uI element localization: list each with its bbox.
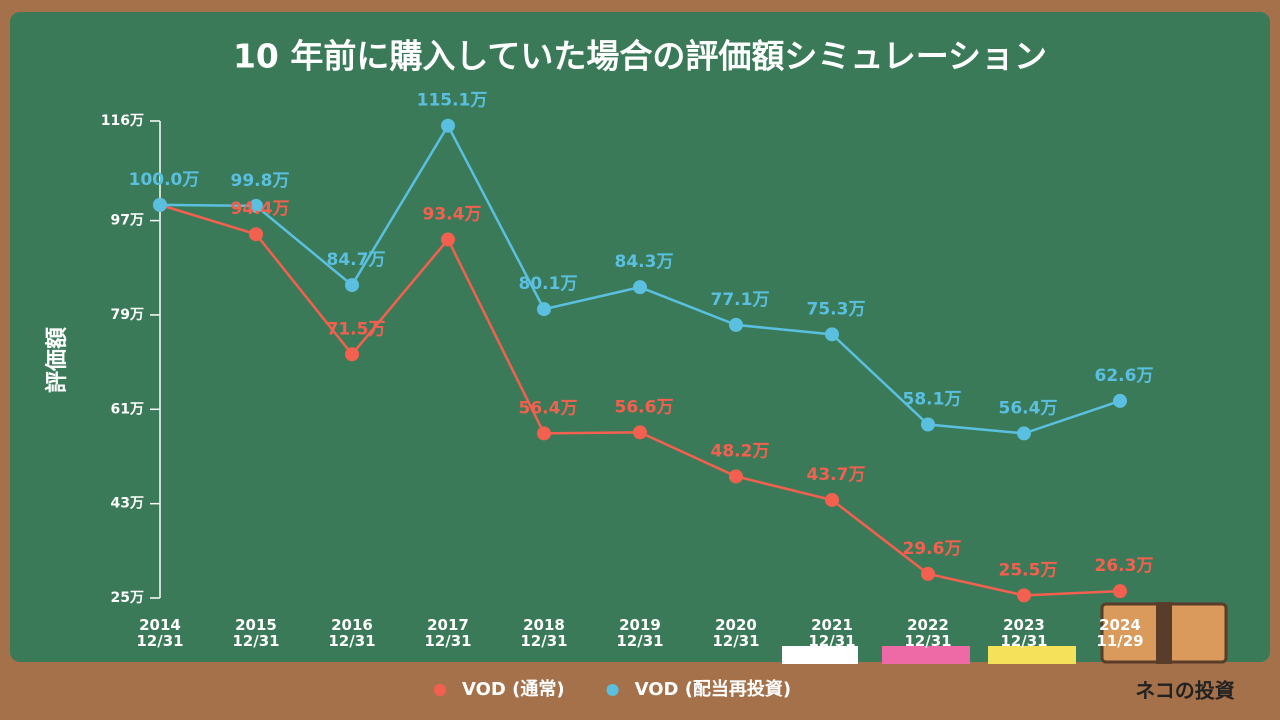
chalk [882, 646, 970, 664]
point [921, 417, 935, 432]
data-label: 25.5万 [999, 560, 1058, 580]
legend-label: VOD (配当再投資) [635, 678, 792, 700]
x-tick-label: 2024 11/29 [1096, 616, 1144, 650]
x-tick-label: 2015 12/31 [232, 616, 280, 650]
x-tick-label: 2016 12/31 [328, 616, 376, 650]
board [10, 12, 1270, 662]
x-tick-label: 2021 12/31 [808, 616, 856, 650]
x-tick-label: 2014 12/31 [136, 616, 184, 650]
data-label: 99.8万 [231, 171, 290, 191]
point [633, 280, 647, 295]
point [249, 198, 263, 213]
data-label: 56.4万 [999, 398, 1058, 418]
data-label: 93.4万 [423, 204, 482, 224]
point [1113, 584, 1127, 599]
x-tick-label: 2022 12/31 [904, 616, 952, 650]
point [537, 302, 551, 317]
brand: ネコの投資 [1135, 679, 1235, 703]
point [345, 347, 359, 362]
chalk [988, 646, 1076, 664]
eraser-band [1156, 602, 1172, 664]
chalk [782, 646, 858, 664]
legend-marker [606, 684, 619, 696]
x-tick-label: 2019 12/31 [616, 616, 664, 650]
y-tick-label: 97万 [111, 213, 144, 229]
y-tick-label: 61万 [111, 401, 144, 417]
point [825, 492, 839, 507]
data-label: 77.1万 [711, 290, 770, 310]
x-tick-label: 2023 12/31 [1000, 616, 1048, 650]
y-axis-title: 評価額 [44, 327, 70, 393]
x-tick-label: 2018 12/31 [520, 616, 568, 650]
data-label: 71.5万 [327, 319, 386, 339]
legend-label: VOD (通常) [462, 678, 565, 700]
point [345, 278, 359, 293]
point [729, 317, 743, 332]
point [537, 426, 551, 441]
data-label: 56.6万 [615, 397, 674, 417]
point [441, 232, 455, 247]
data-label: 26.3万 [1095, 556, 1154, 576]
point [441, 118, 455, 133]
data-label: 48.2万 [711, 441, 770, 461]
point [633, 425, 647, 440]
data-label: 62.6万 [1095, 366, 1154, 386]
point [1017, 588, 1031, 603]
legend-marker [434, 684, 446, 696]
data-label: 94.4万 [231, 199, 290, 219]
data-label: 84.7万 [327, 250, 386, 270]
data-label: 56.4万 [519, 398, 578, 418]
y-tick-label: 116万 [101, 113, 144, 129]
y-tick-label: 25万 [111, 590, 144, 606]
data-label: 80.1万 [519, 274, 578, 294]
y-tick-label: 79万 [111, 307, 144, 323]
data-label: 100.0万 [129, 170, 200, 190]
point [249, 227, 263, 242]
data-label: 75.3万 [807, 299, 866, 319]
x-tick-label: 2017 12/31 [424, 616, 472, 650]
chart-title: 10 年前に購入していた場合の評価額シミュレーション [233, 37, 1047, 76]
point [921, 566, 935, 581]
data-label: 58.1万 [903, 389, 962, 409]
point [729, 469, 743, 484]
data-label: 29.6万 [903, 539, 962, 559]
data-label: 115.1万 [417, 91, 488, 111]
x-tick-label: 2020 12/31 [712, 616, 760, 650]
point [1113, 393, 1127, 408]
point [153, 197, 167, 212]
data-label: 84.3万 [615, 252, 674, 272]
data-label: 43.7万 [807, 465, 866, 485]
point [825, 327, 839, 342]
point [1017, 426, 1031, 441]
y-tick-label: 43万 [111, 496, 144, 512]
